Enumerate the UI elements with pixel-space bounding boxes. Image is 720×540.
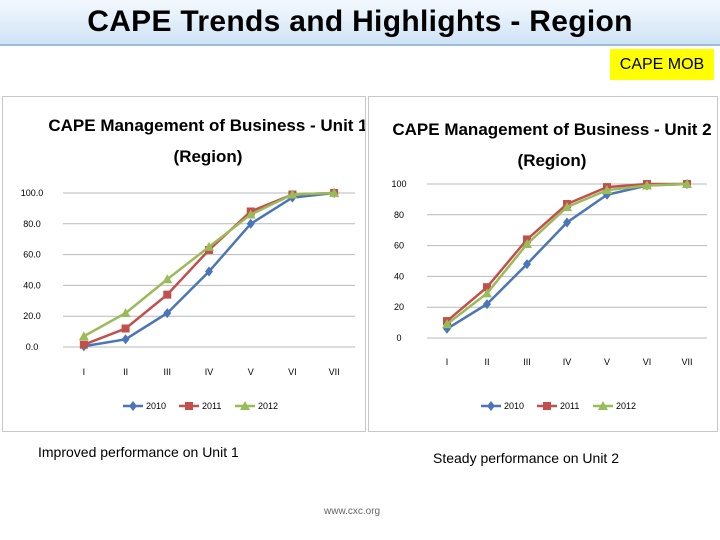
chart-unit2: CAPE Management of Business - Unit 2 (Reg… <box>391 120 712 411</box>
legend-marker <box>240 401 250 410</box>
chart-title: CAPE Management of Business - Unit 1 <box>48 116 365 135</box>
subject-tag: CAPE MOB <box>610 49 714 80</box>
x-tick-label: VI <box>288 367 297 377</box>
page-title: CAPE Trends and Highlights - Region <box>87 5 633 38</box>
x-tick-label: III <box>523 357 531 367</box>
data-point-2012 <box>120 308 131 318</box>
y-tick-label: 80.0 <box>23 219 41 229</box>
data-point-2010 <box>163 308 172 319</box>
legend-label-2011: 2011 <box>202 401 221 411</box>
data-point-2011 <box>483 283 491 292</box>
y-tick-label: 0 <box>396 333 401 343</box>
y-tick-label: 20.0 <box>23 311 41 321</box>
x-tick-label: V <box>248 367 254 377</box>
data-point-2012 <box>602 185 612 195</box>
legend-label-2012: 2012 <box>258 401 278 411</box>
legend-label-2012: 2012 <box>616 401 636 411</box>
data-point-2012 <box>642 180 652 190</box>
legend-marker <box>543 402 551 410</box>
y-tick-label: 60 <box>394 241 404 251</box>
series-line-2012 <box>83 191 335 338</box>
chart-panel-unit1: CAPE Management of Business - Unit 1 (Reg… <box>2 96 366 432</box>
x-tick-label: V <box>604 357 610 367</box>
data-point-2012 <box>287 189 298 199</box>
y-tick-label: 80 <box>394 210 404 220</box>
x-tick-label: IV <box>205 367 214 377</box>
data-point-2010 <box>563 217 571 228</box>
y-tick-label: 40 <box>394 271 404 281</box>
caption-unit1: Improved performance on Unit 1 <box>38 444 239 460</box>
data-point-2011 <box>121 324 130 333</box>
x-tick-label: VII <box>681 357 692 367</box>
legend-marker <box>129 401 137 411</box>
x-tick-label: I <box>446 357 449 367</box>
x-tick-label: I <box>83 367 86 377</box>
data-point-2012 <box>204 241 214 251</box>
data-point-2012 <box>522 239 532 249</box>
y-tick-label: 100.0 <box>21 188 44 198</box>
x-tick-label: IV <box>563 357 572 367</box>
data-point-2012 <box>562 202 572 212</box>
chart-title: CAPE Management of Business - Unit 2 <box>392 120 711 139</box>
data-point-2011 <box>79 340 88 349</box>
x-tick-label: II <box>123 367 128 377</box>
data-point-2012 <box>162 274 173 284</box>
x-tick-label: VII <box>329 367 340 377</box>
footer-url: www.cxc.org <box>324 506 381 517</box>
data-point-2010 <box>205 266 213 277</box>
chart-subtitle: (Region) <box>518 151 587 170</box>
title-bar: CAPE Trends and Highlights - Region <box>0 0 720 46</box>
data-point-2011 <box>163 290 172 299</box>
legend-label-2010: 2010 <box>146 401 166 411</box>
data-point-2012 <box>78 331 89 341</box>
data-point-2012 <box>245 209 256 219</box>
data-point-2012 <box>329 188 340 197</box>
data-point-2010 <box>523 259 531 270</box>
data-point-2010 <box>246 218 255 229</box>
legend-marker <box>598 401 608 410</box>
data-point-2010 <box>121 334 130 345</box>
legend-marker <box>185 402 193 410</box>
x-tick-label: VI <box>643 357 652 367</box>
legend-label-2010: 2010 <box>504 401 524 411</box>
chart-subtitle: (Region) <box>174 147 243 166</box>
caption-unit2: Steady performance on Unit 2 <box>433 450 619 466</box>
x-tick-label: III <box>164 367 172 377</box>
legend-marker <box>487 401 495 411</box>
data-point-2010 <box>483 299 491 310</box>
y-tick-label: 100 <box>391 179 406 189</box>
chart-panel-unit2: CAPE Management of Business - Unit 2 (Reg… <box>368 96 718 432</box>
y-tick-label: 60.0 <box>23 250 41 260</box>
chart-unit1: CAPE Management of Business - Unit 1 (Reg… <box>21 116 365 411</box>
data-point-2012 <box>482 288 492 298</box>
data-point-2012 <box>682 179 692 188</box>
data-point-2012 <box>442 319 452 329</box>
x-tick-label: II <box>484 357 489 367</box>
y-tick-label: 40.0 <box>23 280 41 290</box>
y-tick-label: 0.0 <box>26 342 39 352</box>
legend-label-2011: 2011 <box>560 401 579 411</box>
y-tick-label: 20 <box>394 302 404 312</box>
